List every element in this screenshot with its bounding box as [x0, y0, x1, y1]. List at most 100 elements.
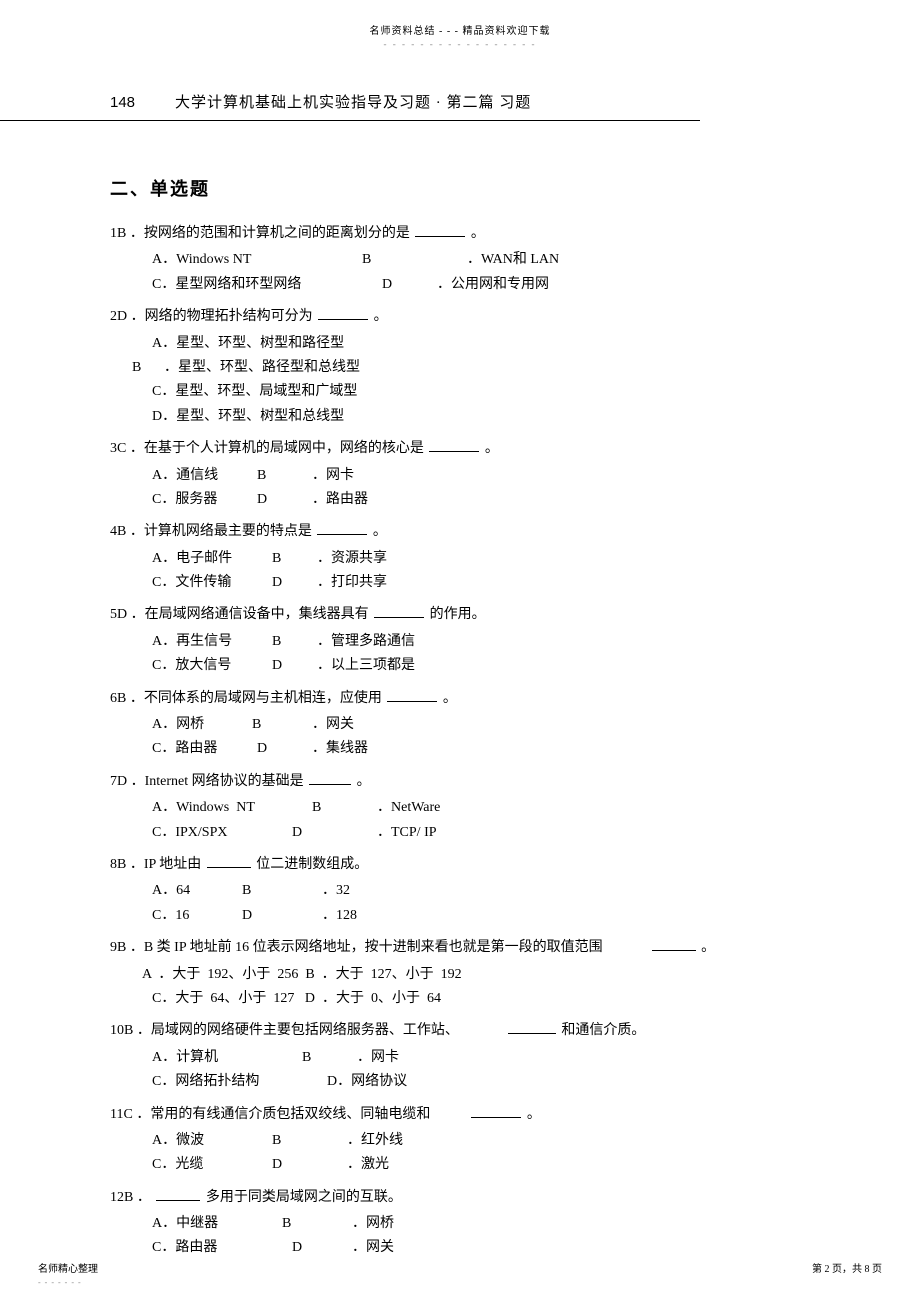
q11-opt-c: C．光缆 — [152, 1154, 272, 1176]
watermark-header: 名师资料总结 - - - 精品资料欢迎下载 — [0, 0, 920, 37]
q10-options-row2: C．网络拓扑结构 D．网络协议 — [110, 1071, 790, 1093]
question-11: 11C ．常用的有线通信介质包括双绞线、同轴电缆和 。 A．微波 B ．红外线 … — [110, 1104, 790, 1177]
footer-left: 名师精心整理 — [38, 1260, 98, 1275]
q11-stem: 11C ．常用的有线通信介质包括双绞线、同轴电缆和 。 — [110, 1104, 790, 1126]
blank — [207, 854, 251, 868]
q2-opt-d-text: D．星型、环型、树型和总线型 — [152, 406, 344, 428]
q2-stem: 2D ．网络的物理拓扑结构可分为 。 — [110, 306, 790, 328]
q8-opt-b-text: ．32 — [322, 880, 350, 902]
blank — [415, 223, 465, 237]
q7-punct: 。 — [357, 774, 371, 789]
q7-opt-d-text: ．TCP/ IP — [377, 822, 437, 844]
watermark-dashes: - - - - - - - - - - - - - - - - - — [0, 39, 920, 49]
q2-opt-a-text: A．星型、环型、树型和路径型 — [152, 333, 344, 355]
q5-stem: 5D ．在局域网络通信设备中，集线器具有 的作用。 — [110, 604, 790, 626]
q6-opt-c: C．路由器 — [152, 738, 257, 760]
q8-opt-d-key: D — [242, 905, 322, 927]
question-10: 10B ．局域网的网络硬件主要包括网络服务器、工作站、 和通信介质。 A．计算机… — [110, 1020, 790, 1093]
q7-opt-d-key: D — [292, 822, 377, 844]
q6-opt-a: A．网桥 — [152, 714, 252, 736]
q12-opt-c: C．路由器 — [152, 1237, 292, 1259]
q3-text: 3C ．在基于个人计算机的局域网中，网络的核心是 — [110, 441, 424, 456]
q6-opt-d-key: D — [257, 738, 312, 760]
q7-text: 7D ．Internet 网络协议的基础是 — [110, 774, 304, 789]
q12-stem: 12B ． 多用于同类局域网之间的互联。 — [110, 1187, 790, 1209]
q6-stem: 6B ．不同体系的局域网与主机相连，应使用 。 — [110, 688, 790, 710]
blank — [429, 438, 479, 452]
q5-opt-a: A．再生信号 — [152, 631, 272, 653]
question-3: 3C ．在基于个人计算机的局域网中，网络的核心是 。 A．通信线 B ．网卡 C… — [110, 438, 790, 511]
q9-stem: 9B ．B 类 IP 地址前 16 位表示网络地址，按十进制来看也就是第一段的取… — [110, 937, 790, 959]
q10-text-b: 和通信介质。 — [561, 1023, 645, 1038]
q8-text-a: 8B ．IP 地址由 — [110, 857, 201, 872]
blank — [374, 604, 424, 618]
q10-opt-b-key: B — [302, 1047, 357, 1069]
q11-text: 11C ．常用的有线通信介质包括双绞线、同轴电缆和 — [110, 1107, 430, 1122]
q4-opt-b-text: ．资源共享 — [317, 548, 387, 570]
blank — [471, 1104, 521, 1118]
q9-options-row2: C．大于 64、小于 127 D ．大于 0、小于 64 — [110, 988, 790, 1010]
q1-opt-b-text: ．WAN和 LAN — [467, 249, 559, 271]
q4-punct: 。 — [373, 524, 387, 539]
q2-opt-b: B ．星型、环型、路径型和总线型 — [110, 357, 790, 379]
question-1: 1B ．按网络的范围和计算机之间的距离划分的是 。 A．Windows NT B… — [110, 223, 790, 296]
question-8: 8B ．IP 地址由 位二进制数组成。 A．64 B ．32 C．16 D ．1… — [110, 854, 790, 927]
question-2: 2D ．网络的物理拓扑结构可分为 。 A．星型、环型、树型和路径型 B ．星型、… — [110, 306, 790, 428]
q6-options-row1: A．网桥 B ．网关 — [110, 714, 790, 736]
page-number: 148 — [110, 94, 135, 111]
q9-punct: 。 — [701, 940, 715, 955]
q4-opt-b-key: B — [272, 548, 317, 570]
q12-opt-b-text: ．网桥 — [352, 1213, 394, 1235]
q3-stem: 3C ．在基于个人计算机的局域网中，网络的核心是 。 — [110, 438, 790, 460]
q8-opt-c: C．16 — [152, 905, 242, 927]
q2-punct: 。 — [374, 309, 388, 324]
q3-punct: 。 — [485, 441, 499, 456]
q3-opt-d-key: D — [257, 489, 312, 511]
q8-options-row2: C．16 D ．128 — [110, 905, 790, 927]
q9-opt-cd: C．大于 64、小于 127 D ．大于 0、小于 64 — [152, 988, 441, 1010]
q9-text: 9B ．B 类 IP 地址前 16 位表示网络地址，按十进制来看也就是第一段的取… — [110, 940, 603, 955]
q12-opt-b-key: B — [282, 1213, 352, 1235]
q10-opt-a: A．计算机 — [152, 1047, 302, 1069]
q8-opt-a: A．64 — [152, 880, 242, 902]
footer-dashes: - - - - - - - — [38, 1278, 82, 1287]
q2-text: 2D ．网络的物理拓扑结构可分为 — [110, 309, 313, 324]
question-7: 7D ．Internet 网络协议的基础是 。 A．Windows NT B ．… — [110, 771, 790, 844]
q2-opt-c-text: C．星型、环型、局域型和广域型 — [152, 381, 357, 403]
q7-options-row1: A．Windows NT B ．NetWare — [110, 797, 790, 819]
q1-opt-d-text: ．公用网和专用网 — [437, 274, 549, 296]
q6-opt-b-key: B — [252, 714, 312, 736]
q10-opt-c: C．网络拓扑结构 — [152, 1071, 327, 1093]
q5-text-b: 的作用。 — [430, 607, 486, 622]
q4-opt-d-text: ．打印共享 — [317, 572, 387, 594]
page-header: 148 大学计算机基础上机实验指导及习题 · 第二篇 习题 — [0, 49, 700, 121]
q3-opt-b-text: ．网卡 — [312, 465, 354, 487]
q12-options-row2: C．路由器 D ．网关 — [110, 1237, 790, 1259]
q8-opt-d-text: ．128 — [322, 905, 357, 927]
q10-opt-d: D．网络协议 — [327, 1071, 407, 1093]
q12-opt-d-key: D — [292, 1237, 352, 1259]
q3-options-row1: A．通信线 B ．网卡 — [110, 465, 790, 487]
q8-text-b: 位二进制数组成。 — [256, 857, 368, 872]
q5-opt-d-key: D — [272, 655, 317, 677]
q8-stem: 8B ．IP 地址由 位二进制数组成。 — [110, 854, 790, 876]
q10-options-row1: A．计算机 B ．网卡 — [110, 1047, 790, 1069]
q2-opt-b-key: B — [132, 357, 164, 379]
q11-opt-b-text: ．红外线 — [347, 1130, 403, 1152]
q7-stem: 7D ．Internet 网络协议的基础是 。 — [110, 771, 790, 793]
q12-opt-a: A．中继器 — [152, 1213, 282, 1235]
q7-opt-b-text: ．NetWare — [377, 797, 440, 819]
q10-text-a: 10B ．局域网的网络硬件主要包括网络服务器、工作站、 — [110, 1023, 459, 1038]
q7-options-row2: C．IPX/SPX D ．TCP/ IP — [110, 822, 790, 844]
q11-opt-a: A．微波 — [152, 1130, 272, 1152]
q3-opt-a: A．通信线 — [152, 465, 257, 487]
content: 1B ．按网络的范围和计算机之间的距离划分的是 。 A．Windows NT B… — [0, 223, 790, 1260]
page-title: 大学计算机基础上机实验指导及习题 · 第二篇 习题 — [175, 91, 531, 112]
question-5: 5D ．在局域网络通信设备中，集线器具有 的作用。 A．再生信号 B ．管理多路… — [110, 604, 790, 677]
q4-opt-d-key: D — [272, 572, 317, 594]
q11-opt-d-text: ．激光 — [347, 1154, 389, 1176]
q12-options-row1: A．中继器 B ．网桥 — [110, 1213, 790, 1235]
blank — [317, 521, 367, 535]
q4-opt-a: A．电子邮件 — [152, 548, 272, 570]
blank — [387, 688, 437, 702]
